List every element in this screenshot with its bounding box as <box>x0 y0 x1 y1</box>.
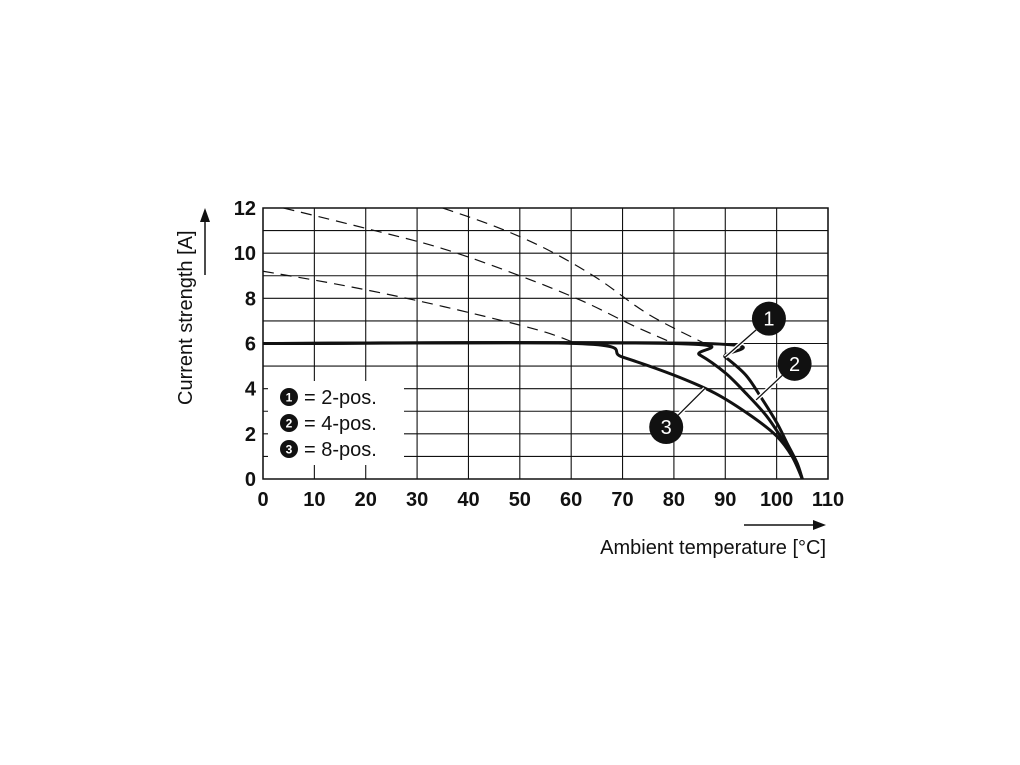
callout-leader-2 <box>755 374 783 401</box>
x-tick-label: 90 <box>714 489 736 511</box>
callout-marker-3 <box>649 410 684 445</box>
y-axis-arrowhead <box>200 208 210 222</box>
legend-marker-number: 3 <box>286 443 293 457</box>
x-tick-label: 30 <box>406 489 428 511</box>
x-tick-labels: 0 10 20 30 40 50 60 70 80 90 100 110 <box>257 489 844 511</box>
x-tick-label: 50 <box>509 489 531 511</box>
curve-callouts: 1 2 3 <box>649 301 812 445</box>
legend-marker-3 <box>280 440 298 458</box>
dashed-curve-1 <box>442 207 706 345</box>
legend-label-2: = 4-pos. <box>304 413 377 435</box>
y-tick-label: 4 <box>245 379 257 401</box>
dashed-curves <box>262 207 706 345</box>
x-tick-label: 110 <box>812 489 844 511</box>
callout-leader-3 <box>677 388 706 416</box>
legend-marker-2 <box>280 414 298 432</box>
legend-label-3: = 8-pos. <box>304 439 377 461</box>
solid-curves <box>262 340 804 480</box>
legend-label-1: = 2-pos. <box>304 387 377 409</box>
y-axis-title: Current strength [A] <box>175 230 197 405</box>
x-tick-label: 80 <box>663 489 685 511</box>
y-tick-label: 8 <box>245 288 256 310</box>
y-tick-label: 0 <box>245 469 256 491</box>
x-axis-arrowhead <box>813 520 826 530</box>
y-tick-labels: 0 2 4 6 8 10 12 <box>234 198 257 491</box>
legend-marker-1 <box>280 388 298 406</box>
y-tick-label: 10 <box>234 243 256 265</box>
callout-marker-2 <box>777 346 812 381</box>
y-tick-label: 12 <box>234 198 256 220</box>
x-tick-label: 20 <box>355 489 377 511</box>
dashed-curve-2 <box>283 207 675 345</box>
callout-number: 1 <box>763 309 774 331</box>
callout-leader-1 <box>724 329 757 358</box>
legend-marker-number: 2 <box>286 417 293 431</box>
x-tick-label: 40 <box>457 489 479 511</box>
callout-number: 2 <box>789 354 800 376</box>
x-tick-label: 100 <box>760 489 793 511</box>
x-tick-label: 0 <box>257 489 268 511</box>
x-tick-label: 10 <box>303 489 325 511</box>
x-axis-title: Ambient temperature [°C] <box>600 537 826 559</box>
plot-frame <box>262 207 829 480</box>
legend-marker-number: 1 <box>286 391 293 405</box>
legend: 1 = 2-pos. 2 = 4-pos. 3 = 8-pos. <box>268 381 404 465</box>
x-tick-label: 60 <box>560 489 582 511</box>
dashed-curve-3 <box>262 270 577 345</box>
callout-number: 3 <box>661 417 672 439</box>
y-tick-label: 2 <box>245 424 256 446</box>
y-tick-label: 6 <box>245 334 256 356</box>
callout-marker-1 <box>751 301 786 336</box>
y-axis-title-group: Current strength [A] <box>175 208 210 405</box>
x-tick-label: 70 <box>611 489 633 511</box>
series-curve-3 <box>262 340 804 480</box>
x-axis-title-group: Ambient temperature [°C] <box>600 520 826 559</box>
